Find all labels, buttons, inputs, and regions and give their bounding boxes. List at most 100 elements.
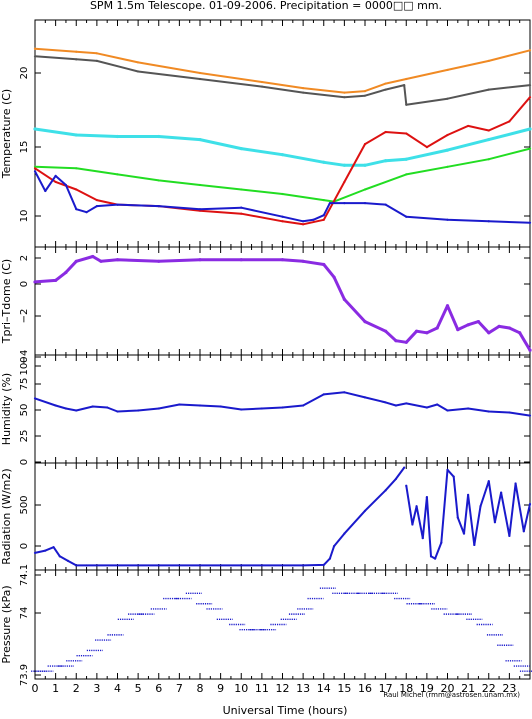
x-tick-label: 4 <box>114 682 121 695</box>
data-point <box>528 502 532 506</box>
data-point <box>462 532 466 535</box>
data-point <box>487 129 490 132</box>
data-point <box>363 509 367 512</box>
data-point <box>487 331 491 335</box>
data-point <box>434 557 437 560</box>
data-point <box>33 165 37 168</box>
data-point <box>332 544 336 548</box>
panel-3: 0 25 50 75 100 Humidity (%) <box>0 354 532 465</box>
data-point <box>421 537 424 540</box>
data-point <box>487 137 491 142</box>
data-point <box>363 142 367 146</box>
data-point <box>343 532 346 535</box>
data-point <box>260 407 263 410</box>
data-point <box>91 405 94 408</box>
data-point <box>260 85 263 88</box>
data-point <box>425 146 428 149</box>
data-point <box>342 163 346 167</box>
data-point <box>106 406 109 409</box>
data-point <box>75 58 78 61</box>
data-point <box>363 188 367 191</box>
data-point <box>44 189 47 193</box>
data-point <box>328 202 332 205</box>
data-point <box>240 408 243 411</box>
data-point <box>467 124 470 128</box>
data-point <box>116 410 119 413</box>
panel-frame <box>34 19 531 248</box>
data-point <box>405 215 408 218</box>
chart-title: SPM 1.5m Telescope. 01-09-2006. Precipit… <box>90 0 442 12</box>
data-point <box>95 205 98 208</box>
data-point <box>85 564 88 567</box>
data-point <box>75 167 78 170</box>
data-point <box>198 77 202 81</box>
data-point <box>240 206 243 209</box>
data-point <box>178 403 181 406</box>
x-tick-label: 18 <box>399 682 413 695</box>
data-point <box>157 179 160 182</box>
data-point <box>302 91 305 94</box>
data-point <box>363 320 367 324</box>
x-tick-label: 7 <box>176 682 183 695</box>
data-point <box>518 331 522 335</box>
data-point <box>54 278 58 282</box>
data-point <box>75 188 78 191</box>
data-point <box>33 47 37 50</box>
data-point <box>281 406 284 409</box>
data-point <box>403 83 406 87</box>
data-point <box>343 391 346 394</box>
data-point <box>493 521 497 524</box>
data-point <box>137 70 140 73</box>
data-point <box>33 170 37 173</box>
data-point <box>384 88 387 91</box>
data-point <box>157 205 160 208</box>
data-point <box>280 258 285 262</box>
data-point <box>487 220 490 223</box>
data-point <box>115 134 120 139</box>
data-point <box>446 218 449 221</box>
data-point <box>528 96 532 99</box>
y-axis-label: Temperature (C) <box>0 89 13 179</box>
data-point <box>467 407 470 410</box>
data-point <box>322 160 326 164</box>
x-tick-label: 9 <box>217 682 224 695</box>
series-line-green <box>34 147 531 203</box>
credit-text: Raul Michel (rmm@astrosen.unam.mx) <box>383 691 520 699</box>
data-point <box>446 97 449 100</box>
data-point <box>322 214 325 217</box>
data-point <box>363 90 367 93</box>
data-point <box>446 133 449 137</box>
data-point <box>157 259 161 263</box>
y-tick-label: −4 <box>19 350 30 365</box>
data-point <box>157 134 161 139</box>
data-point <box>404 157 408 161</box>
x-tick-label: 10 <box>234 682 248 695</box>
data-point <box>95 59 98 62</box>
data-point <box>343 96 346 99</box>
data-point <box>487 59 490 62</box>
data-point <box>95 52 98 55</box>
x-tick-label: 21 <box>461 682 475 695</box>
y-tick-label: 0 <box>19 459 30 465</box>
data-point <box>240 212 243 215</box>
y-tick-label: 0 <box>19 281 30 287</box>
data-point <box>403 466 406 469</box>
y-tick-label: 10 <box>19 210 30 223</box>
data-point <box>363 94 367 97</box>
panel-2: 2 0 −2 −4 Tpri–Tdome (C) <box>0 246 532 365</box>
data-point <box>445 148 450 152</box>
data-point <box>446 468 449 471</box>
data-point <box>476 320 481 324</box>
x-tick-label: 13 <box>296 682 310 695</box>
data-point <box>137 409 140 412</box>
data-point <box>508 120 511 123</box>
series-line-blue <box>34 467 406 567</box>
data-point <box>429 555 433 558</box>
data-point <box>198 208 202 211</box>
data-point <box>312 218 315 221</box>
data-point <box>528 414 532 417</box>
data-point <box>281 215 284 218</box>
data-point <box>116 203 119 206</box>
series-line-orange <box>34 47 531 94</box>
